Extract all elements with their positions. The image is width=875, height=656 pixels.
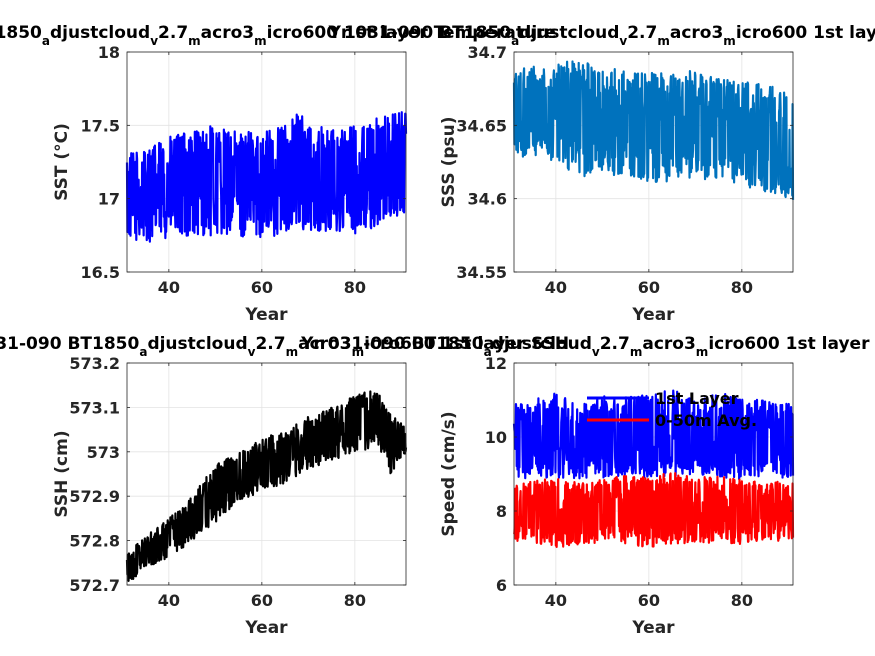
title-segment: icro600 1st layer Temperature	[267, 23, 556, 43]
y-tick-label: 16.5	[81, 263, 120, 282]
title-subscript: m	[696, 345, 709, 359]
title-segment: acro3	[201, 23, 254, 43]
title-subscript: a	[42, 34, 50, 48]
legend-label-2: 0-50m Avg.	[655, 411, 757, 430]
y-tick-label: 34.6	[468, 190, 507, 209]
y-tick-label: 18	[98, 43, 120, 62]
x-tick-label: 60	[251, 278, 273, 297]
axes-box	[513, 51, 794, 273]
y-tick-label: 34.65	[456, 116, 507, 135]
title-subscript: v	[150, 34, 158, 48]
title-subscript: m	[723, 34, 736, 48]
x-axis-label: Year	[244, 305, 288, 325]
chart-title: BT1850adjustcloudv2.7macro3micro600 1st …	[0, 23, 556, 48]
title-segment: djustcloud	[519, 23, 619, 43]
title-subscript: a	[484, 345, 492, 359]
y-tick-label: 572.9	[69, 487, 120, 506]
title-segment: BT1850	[0, 23, 42, 43]
title-segment: Yr 031-090 BT1850	[328, 23, 512, 43]
title-subscript: m	[630, 345, 643, 359]
legend-label-1: 1st Layer	[655, 389, 739, 408]
chart-title: Yr 031-090 BT1850adjustcloudv2.7macro3mi…	[300, 334, 875, 359]
chart-panel-4: 40 60 80 6 8 10 12 Year Speed (cm/s) Yr 031-090 B…	[300, 334, 875, 638]
title-segment: Yr 031-090 BT1850	[300, 334, 484, 354]
title-segment: icro600 1st layer SSH	[364, 334, 569, 354]
y-tick-label: 573.1	[69, 398, 120, 417]
title-subscript: a	[139, 345, 147, 359]
x-tick-label: 40	[545, 591, 567, 610]
x-tick-label: 80	[731, 591, 753, 610]
y-tick-label: 572.7	[69, 576, 120, 595]
title-subscript: v	[248, 345, 256, 359]
x-tick-label: 40	[158, 278, 180, 297]
title-segment: djustcloud	[50, 23, 150, 43]
y-tick-label: 572.8	[69, 532, 120, 551]
x-axis-label: Year	[631, 618, 675, 638]
title-segment: 2.7	[255, 334, 285, 354]
axes-box	[126, 51, 407, 273]
y-tick-label: 17.5	[81, 116, 120, 135]
title-subscript: m	[254, 34, 267, 48]
title-subscript: v	[619, 34, 627, 48]
title-segment: 2.7	[627, 23, 657, 43]
y-tick-label: 34.7	[468, 43, 507, 62]
title-segment: djustcloud	[492, 334, 592, 354]
title-subscript: v	[592, 345, 600, 359]
series-line-1	[125, 111, 408, 243]
title-segment: Yr 031-090 BT1850	[0, 334, 139, 354]
x-tick-label: 80	[344, 278, 366, 297]
y-axis-label: SST (°C)	[52, 123, 72, 201]
y-tick-label: 573	[87, 443, 120, 462]
y-tick-label: 6	[496, 576, 507, 595]
x-tick-label: 40	[158, 591, 180, 610]
x-axis-label: Year	[631, 305, 675, 325]
chart-panel-2: 40 60 80 34.55 34.6 34.65 34.7 Year SSS (psu) Yr …	[328, 23, 875, 325]
title-segment: acro3	[670, 23, 723, 43]
title-segment: icro600 1st layer Salinity	[736, 23, 875, 43]
series-line-1	[512, 389, 795, 481]
title-subscript: m	[352, 345, 365, 359]
y-tick-label: 573.2	[69, 354, 120, 373]
x-tick-label: 60	[638, 278, 660, 297]
title-segment: icro600 1st layer & avg. Speed	[708, 334, 875, 354]
y-tick-label: 17	[98, 190, 120, 209]
series-line-1	[125, 390, 408, 582]
chart-panel-3: 40 60 80 572.7 572.8 572.9 573 573.1 573.2 Year SS…	[0, 334, 569, 638]
axes-box	[126, 362, 407, 586]
chart-title: Yr 031-090 BT1850adjustcloudv2.7macro3mi…	[0, 334, 569, 359]
title-segment: djustcloud	[147, 334, 247, 354]
title-segment: 2.7	[600, 334, 630, 354]
y-tick-label: 34.55	[456, 263, 507, 282]
title-segment: 2.7	[158, 23, 188, 43]
x-tick-label: 80	[731, 278, 753, 297]
x-tick-label: 60	[251, 591, 273, 610]
axes-box	[513, 362, 794, 586]
y-tick-label: 10	[485, 428, 507, 447]
x-tick-label: 60	[638, 591, 660, 610]
y-axis-label: SSH (cm)	[52, 430, 72, 517]
x-axis-label: Year	[244, 618, 288, 638]
chart-title: Yr 031-090 BT1850adjustcloudv2.7macro3mi…	[328, 23, 875, 48]
title-subscript: m	[286, 345, 299, 359]
y-axis-label: SSS (psu)	[439, 116, 459, 207]
y-tick-label: 12	[485, 354, 507, 373]
y-axis-label: Speed (cm/s)	[439, 411, 459, 536]
title-subscript: m	[657, 34, 670, 48]
series-line-1	[512, 60, 795, 200]
title-segment: acro3	[642, 334, 695, 354]
x-tick-label: 80	[344, 591, 366, 610]
y-tick-label: 8	[496, 502, 507, 521]
x-tick-label: 40	[545, 278, 567, 297]
series-line-2	[513, 472, 795, 549]
title-segment: acro3	[298, 334, 351, 354]
title-subscript: a	[511, 34, 519, 48]
title-subscript: m	[188, 34, 201, 48]
